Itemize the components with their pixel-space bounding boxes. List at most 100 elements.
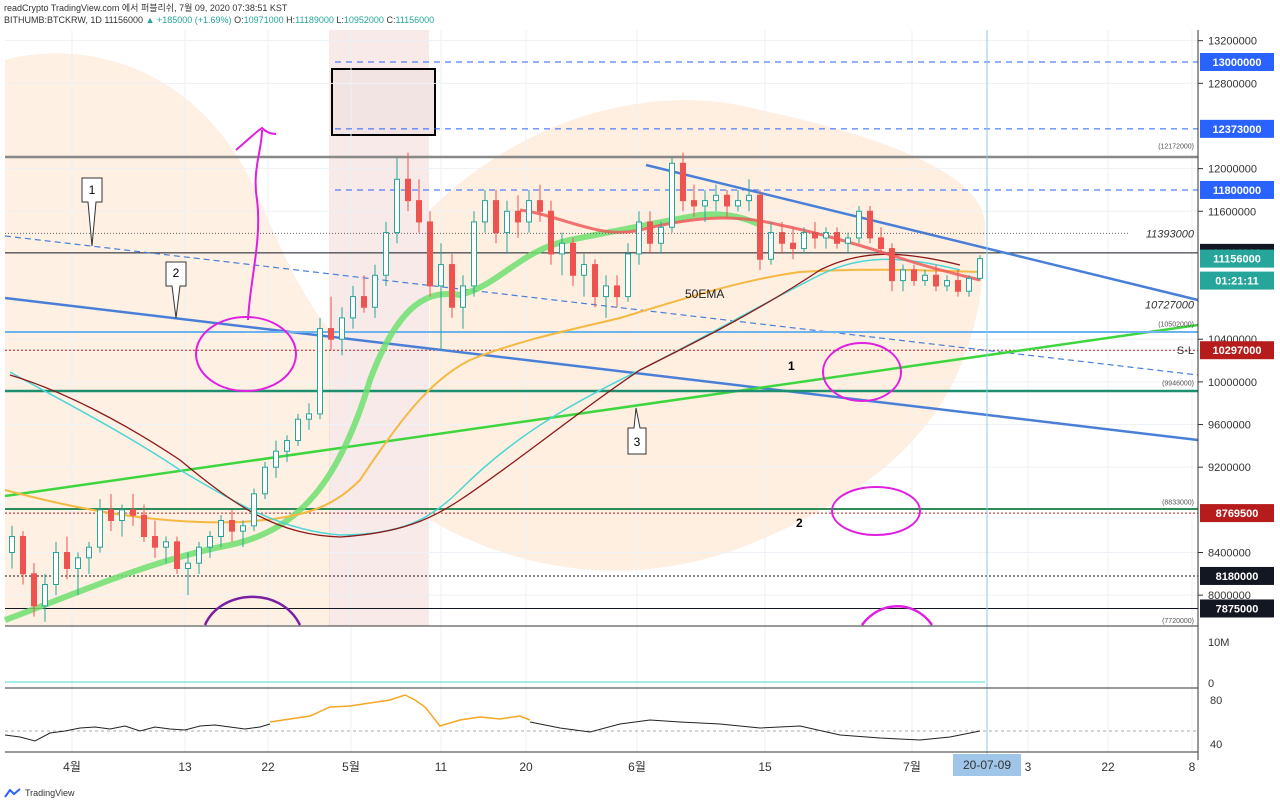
price-tag-4: 11156000: [1213, 254, 1261, 266]
price-tag-6: 10297000: [1213, 345, 1262, 357]
candle-body-71: [790, 242, 796, 250]
magenta-circle-left: [195, 316, 297, 392]
candle-body-69: [768, 232, 774, 260]
candle-body-26: [295, 418, 301, 442]
ohlc-o: 10971000: [243, 15, 284, 25]
candle-body-23: [262, 466, 268, 495]
candle-body-73: [812, 232, 818, 239]
y-tick-label-3: 11600000: [1208, 206, 1256, 218]
level-label-2: 10727000: [1145, 299, 1195, 311]
candle-body-59: [658, 226, 664, 244]
candle-body-56: [625, 253, 631, 298]
price-tag-2: 11800000: [1213, 185, 1261, 197]
y-tick-label-2: 12000000: [1208, 164, 1257, 176]
level-label-2: 2: [796, 516, 803, 530]
candle-body-74: [823, 232, 829, 239]
candle-body-19: [218, 520, 224, 537]
candle-body-1: [20, 535, 26, 575]
price-tag-bg-9: [1200, 599, 1274, 618]
cursor-date-label: 20-07-09: [963, 758, 1011, 772]
candle-body-84: [933, 274, 939, 287]
candle-body-77: [856, 210, 862, 239]
price-chart[interactable]: 1 2 3 50EMA 1 2 13200000 12800000 12000000…: [0, 0, 1280, 786]
candle-body-65: [724, 194, 730, 207]
price-tag-7: 8769500: [1216, 508, 1259, 520]
level-label-3: (10502000): [1158, 321, 1194, 328]
candle-body-79: [878, 237, 884, 250]
price-axis[interactable]: 1320000012800000120000001160000010400000…: [1198, 36, 1257, 602]
candle-body-46: [515, 210, 521, 223]
x-tick-1: 13: [178, 760, 192, 774]
callout-1-label: 1: [89, 183, 96, 197]
symbol-line: BITHUMB:BTCKRW, 1D 11156000 ▲ +185000 (+…: [4, 14, 434, 26]
price-tag-bg-8: [1200, 566, 1274, 585]
candle-body-50: [559, 242, 565, 255]
dashed-trend-line: [4, 235, 1199, 376]
rsi-line-orange: [269, 694, 531, 727]
candle-body-16: [185, 562, 191, 569]
level-label-4: S-L: [1177, 345, 1194, 357]
candle-body-15: [174, 541, 180, 569]
candle-body-72: [801, 232, 807, 250]
candle-body-27: [306, 413, 312, 420]
level-label-7: (7720000): [1162, 618, 1194, 625]
candle-body-80: [889, 248, 895, 282]
candle-body-40: [449, 264, 455, 308]
price-tag-8: 8180000: [1216, 571, 1259, 583]
candle-body-88: [977, 258, 983, 279]
level-labels: (12172000) 11393000 10727000 (10502000) S-L (…: [5, 143, 1195, 625]
candle-body-67: [746, 194, 752, 202]
level-label-1: 11393000: [1146, 228, 1195, 240]
levels: [5, 61, 1198, 609]
price-tag-bg-2: [1200, 180, 1274, 199]
candle-body-60: [669, 162, 675, 228]
candle-body-22: [251, 493, 257, 527]
candle-body-76: [845, 237, 851, 244]
candle-body-0: [9, 535, 15, 553]
candle-body-7: [86, 546, 92, 559]
candle-body-35: [394, 178, 400, 234]
ohlc-c: 11156000: [395, 15, 435, 25]
candle-body-57: [636, 221, 642, 255]
maroon-ma-line: [9, 253, 961, 538]
level-label-0: (12172000): [1158, 143, 1194, 150]
rsi-line-black-2: [529, 719, 981, 741]
price-tag-bg-7: [1200, 504, 1274, 523]
candle-body-43: [482, 200, 488, 223]
price-tag-bg-6: [1200, 341, 1274, 360]
time-axis[interactable]: 4월 13 22 5월 11 20 6월 15 7월 3 22 8: [63, 760, 1196, 774]
candle-body-29: [328, 328, 334, 340]
price-tag-1: 12373000: [1213, 124, 1262, 136]
candle-body-24: [273, 450, 279, 468]
magenta-arc-right: [860, 605, 934, 626]
candle-body-68: [757, 194, 763, 260]
candle-body-38: [427, 221, 433, 287]
candle-body-63: [702, 200, 708, 207]
candle-body-13: [152, 535, 158, 548]
callout-3-label: 3: [634, 435, 641, 449]
ema50-label: 50EMA: [685, 287, 724, 301]
price-tag-0: 13000000: [1213, 57, 1262, 69]
candle-body-33: [372, 274, 378, 308]
footer: TradingView: [4, 788, 75, 798]
candle-body-81: [900, 269, 906, 282]
y-tick-label-0: 13200000: [1208, 36, 1257, 48]
target-box: [331, 68, 436, 136]
rsi-line-black: [4, 723, 271, 742]
candle-body-66: [735, 200, 741, 207]
publish-line: readCrypto TradingView.com 에서 퍼블리쉬, 7월 0…: [4, 3, 288, 13]
ohlc-l: 10952000: [343, 15, 384, 25]
y-tick-label-6: 9600000: [1208, 420, 1251, 432]
candle-body-9: [108, 509, 114, 522]
candle-body-37: [416, 200, 422, 223]
candle-body-78: [867, 210, 873, 239]
callout-3: 3: [627, 407, 647, 455]
price-tag-bg-4: [1200, 249, 1274, 268]
cursor-date-tag: [953, 754, 1021, 776]
candle-body-32: [361, 296, 367, 308]
candle-body-86: [955, 280, 961, 292]
x-tick-4: 11: [435, 760, 448, 774]
candle-body-75: [834, 232, 840, 244]
symbol-label: BITHUMB:BTCKRW, 1D 11156000: [4, 15, 144, 25]
callout-2-label: 2: [173, 266, 180, 280]
